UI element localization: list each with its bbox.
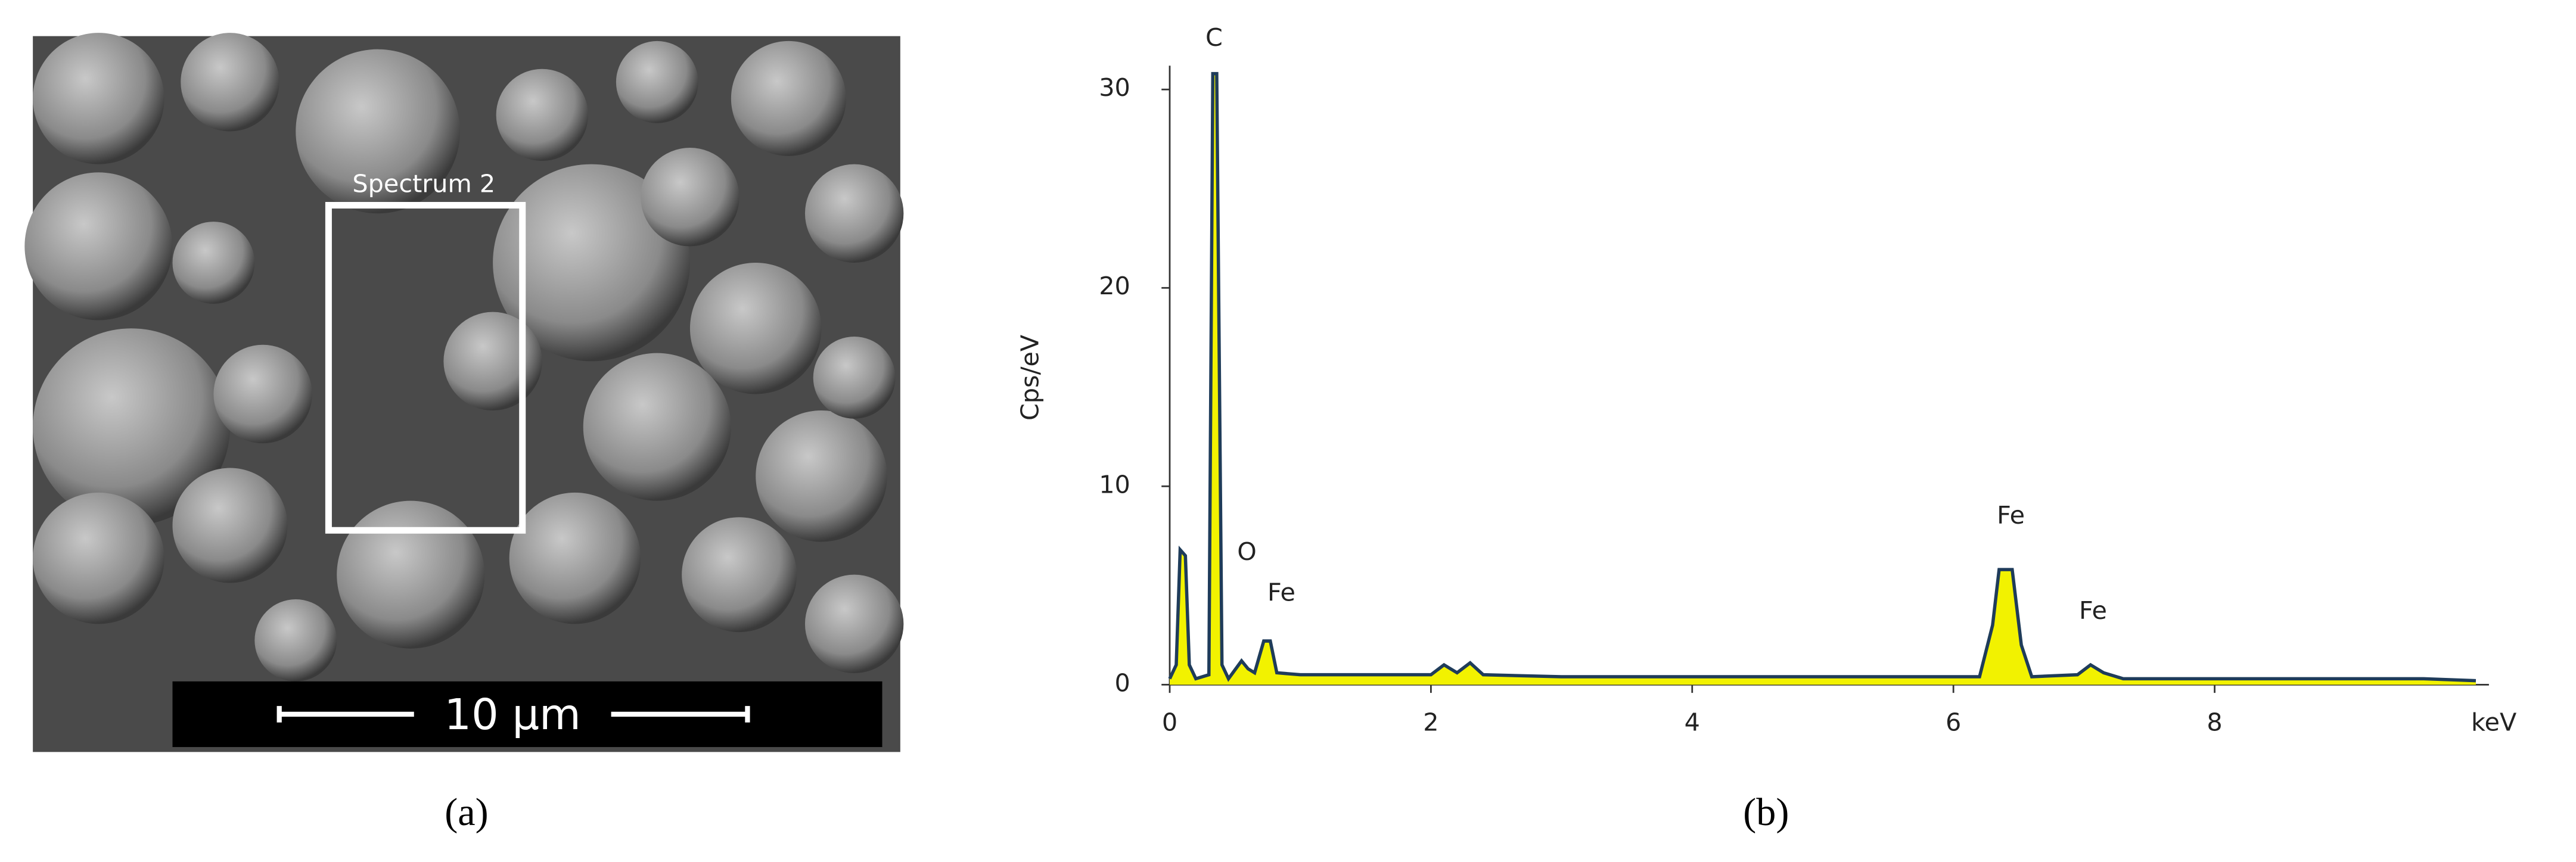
peak-label: O [1237, 537, 1257, 566]
peak-label: C [1205, 23, 1223, 52]
particle [813, 337, 896, 419]
particle [24, 172, 173, 320]
spectrum-area [1169, 73, 2476, 685]
particle [296, 49, 460, 214]
region-label: Spectrum 2 [352, 169, 495, 198]
caption: (b) [1743, 791, 1789, 834]
peak-label: Fe [1997, 501, 2025, 530]
caption: (a) [445, 791, 488, 834]
particle [172, 222, 255, 304]
particle [509, 492, 641, 624]
y-tick-label: 0 [1115, 668, 1130, 697]
x-axis-label: keV [2471, 708, 2516, 736]
x-tick-label: 6 [1946, 708, 1961, 736]
particle [33, 328, 230, 525]
particle [496, 69, 589, 161]
sem-image: Spectrum 2 10 µm [24, 33, 904, 752]
particle [443, 312, 542, 411]
particle [804, 164, 904, 263]
scale-bar-label: 10 µm [444, 689, 580, 739]
particle [731, 41, 846, 156]
y-axis-label: Cps/eV [1015, 335, 1044, 421]
particle [337, 500, 485, 649]
particle [689, 262, 822, 394]
particle [181, 33, 279, 132]
x-tick-label: 2 [1423, 708, 1438, 736]
peak-label: Fe [1267, 578, 1295, 607]
particle [254, 599, 337, 681]
y-tick-label: 30 [1099, 73, 1130, 102]
y-tick-label: 20 [1099, 272, 1130, 300]
x-tick-label: 4 [1685, 708, 1700, 736]
particle [33, 492, 164, 624]
x-tick-label: 0 [1162, 708, 1177, 736]
peak-label: Fe [2079, 596, 2107, 625]
particle [493, 164, 690, 362]
particle [172, 468, 288, 583]
particle [213, 344, 312, 444]
particle [682, 517, 797, 633]
particle [804, 574, 904, 674]
particle [616, 41, 698, 123]
particle [583, 353, 731, 501]
particle [641, 148, 739, 247]
particle [33, 33, 164, 164]
region-box [325, 202, 526, 534]
x-tick-label: 8 [2207, 708, 2222, 736]
particle [756, 410, 887, 542]
y-tick-label: 10 [1099, 470, 1130, 499]
spectrum-line [1168, 71, 2476, 683]
